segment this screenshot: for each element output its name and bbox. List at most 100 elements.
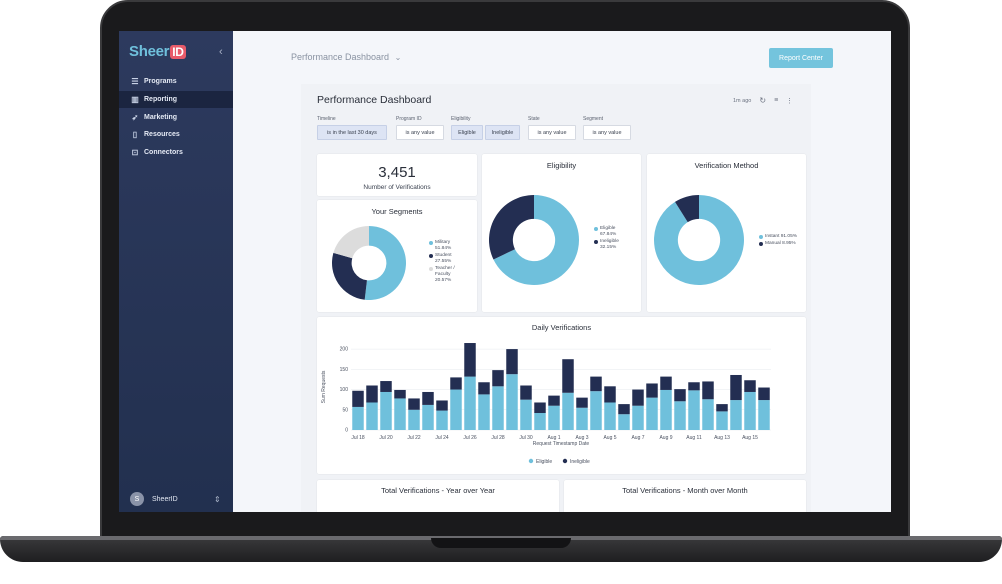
more-icon[interactable]: ⋮ bbox=[786, 97, 794, 105]
bar-ineligible[interactable] bbox=[590, 376, 602, 392]
bar-ineligible[interactable] bbox=[492, 370, 504, 387]
bar-eligible[interactable] bbox=[380, 391, 392, 430]
chevron-down-icon: ⌄ bbox=[394, 53, 402, 62]
bar-eligible[interactable] bbox=[674, 401, 686, 430]
filter-icon[interactable]: ≡ bbox=[774, 97, 779, 104]
filter-ineligible-chip[interactable]: Ineligible bbox=[485, 125, 520, 140]
logo-text: Sheer bbox=[129, 43, 170, 60]
bar-ineligible[interactable] bbox=[646, 383, 658, 398]
sidebar-item-label: Resources bbox=[144, 131, 180, 138]
bar-eligible[interactable] bbox=[716, 411, 728, 430]
donut-slice-military[interactable] bbox=[364, 226, 406, 300]
bar-eligible[interactable] bbox=[408, 409, 420, 430]
bar-ineligible[interactable] bbox=[618, 404, 630, 415]
donut-slice-student[interactable] bbox=[332, 252, 367, 300]
bar-eligible[interactable] bbox=[366, 402, 378, 430]
bar-ineligible[interactable] bbox=[604, 386, 616, 403]
bar-ineligible[interactable] bbox=[436, 400, 448, 411]
laptop-notch bbox=[431, 538, 571, 548]
filter-segment[interactable]: is any value bbox=[583, 125, 631, 140]
bar-ineligible[interactable] bbox=[674, 389, 686, 402]
filter-timeline[interactable]: is in the last 30 days bbox=[317, 125, 387, 140]
y-axis-label: Sum Requests bbox=[321, 370, 327, 403]
bar-eligible[interactable] bbox=[562, 392, 574, 430]
sheerid-logo[interactable]: Sheer ID bbox=[129, 43, 186, 60]
x-tick-label: Jul 20 bbox=[379, 435, 393, 441]
donut-slice-instant[interactable] bbox=[654, 195, 744, 285]
sidebar-item-resources[interactable]: ▯ Resources bbox=[119, 126, 233, 143]
bar-ineligible[interactable] bbox=[758, 387, 770, 401]
bar-ineligible[interactable] bbox=[394, 389, 406, 399]
bar-eligible[interactable] bbox=[646, 397, 658, 430]
bar-eligible[interactable] bbox=[436, 410, 448, 430]
bar-ineligible[interactable] bbox=[660, 376, 672, 390]
bar-ineligible[interactable] bbox=[716, 404, 728, 412]
filter-program-id[interactable]: is any value bbox=[396, 125, 444, 140]
dashboard-selector[interactable]: Performance Dashboard ⌄ bbox=[291, 52, 401, 62]
bar-ineligible[interactable] bbox=[478, 382, 490, 395]
sidebar-item-marketing[interactable]: ➶ Marketing bbox=[119, 109, 233, 126]
bar-eligible[interactable] bbox=[492, 386, 504, 430]
bar-ineligible[interactable] bbox=[534, 402, 546, 414]
legend-label: Student bbox=[435, 253, 452, 258]
bar-ineligible[interactable] bbox=[352, 390, 364, 407]
bar-eligible[interactable] bbox=[618, 414, 630, 430]
bar-eligible[interactable] bbox=[464, 376, 476, 430]
bar-eligible[interactable] bbox=[632, 405, 644, 430]
bar-ineligible[interactable] bbox=[702, 381, 714, 400]
bar-eligible[interactable] bbox=[590, 391, 602, 430]
bar-ineligible[interactable] bbox=[576, 397, 588, 408]
chevron-left-icon[interactable]: ‹ bbox=[219, 46, 223, 58]
legend-item-instant: Instant 91.05% bbox=[759, 234, 797, 240]
bar-ineligible[interactable] bbox=[632, 389, 644, 406]
filter-eligible-chip[interactable]: Eligible bbox=[451, 125, 483, 140]
bar-ineligible[interactable] bbox=[520, 385, 532, 400]
bar-ineligible[interactable] bbox=[548, 395, 560, 406]
legend-item-manual: Manual 8.95% bbox=[759, 241, 797, 247]
bar-ineligible[interactable] bbox=[380, 381, 392, 392]
donut-slice-eligible[interactable] bbox=[493, 195, 579, 285]
bar-ineligible[interactable] bbox=[688, 382, 700, 391]
segments-donut bbox=[332, 226, 406, 300]
bar-ineligible[interactable] bbox=[408, 398, 420, 410]
legend-label: Teacher / Faculty bbox=[435, 266, 455, 277]
bar-eligible[interactable] bbox=[450, 389, 462, 430]
bar-eligible[interactable] bbox=[422, 404, 434, 430]
sidebar-item-reporting[interactable]: ▥ Reporting bbox=[119, 91, 233, 108]
bar-eligible[interactable] bbox=[506, 374, 518, 430]
bar-ineligible[interactable] bbox=[450, 377, 462, 390]
bar-eligible[interactable] bbox=[660, 389, 672, 430]
bar-eligible[interactable] bbox=[758, 400, 770, 430]
bar-eligible[interactable] bbox=[534, 413, 546, 430]
report-center-button[interactable]: Report Center bbox=[769, 48, 833, 68]
bar-ineligible[interactable] bbox=[464, 343, 476, 377]
bar-ineligible[interactable] bbox=[506, 349, 518, 375]
donut-slice-manual[interactable] bbox=[675, 195, 699, 223]
refresh-icon[interactable]: ↻ bbox=[759, 96, 767, 105]
bar-eligible[interactable] bbox=[520, 399, 532, 430]
dashboard-meta: 1m ago ↻ ≡ ⋮ bbox=[733, 96, 793, 105]
donut-slice-teacher-faculty[interactable] bbox=[333, 226, 369, 259]
donut-slice-ineligible[interactable] bbox=[489, 195, 534, 260]
verification-method-legend: Instant 91.05% Manual 8.95% bbox=[759, 234, 797, 248]
bar-eligible[interactable] bbox=[352, 406, 364, 430]
legend-dot-ineligible bbox=[562, 458, 568, 464]
bar-ineligible[interactable] bbox=[744, 380, 756, 392]
bar-eligible[interactable] bbox=[744, 391, 756, 430]
bar-eligible[interactable] bbox=[548, 405, 560, 430]
bar-eligible[interactable] bbox=[730, 400, 742, 430]
bar-eligible[interactable] bbox=[394, 398, 406, 430]
bar-ineligible[interactable] bbox=[730, 374, 742, 401]
bar-ineligible[interactable] bbox=[422, 391, 434, 405]
bar-eligible[interactable] bbox=[688, 390, 700, 430]
bar-eligible[interactable] bbox=[702, 399, 714, 430]
bar-eligible[interactable] bbox=[478, 394, 490, 430]
user-menu[interactable]: S SheerID ⇕ bbox=[119, 486, 233, 512]
bar-ineligible[interactable] bbox=[366, 385, 378, 403]
bar-ineligible[interactable] bbox=[562, 359, 574, 393]
sidebar-item-programs[interactable]: ☰ Programs bbox=[119, 73, 233, 90]
sidebar-item-connectors[interactable]: ⊡ Connectors bbox=[119, 144, 233, 161]
bar-eligible[interactable] bbox=[604, 402, 616, 430]
filter-state[interactable]: is any value bbox=[528, 125, 576, 140]
bar-eligible[interactable] bbox=[576, 407, 588, 430]
